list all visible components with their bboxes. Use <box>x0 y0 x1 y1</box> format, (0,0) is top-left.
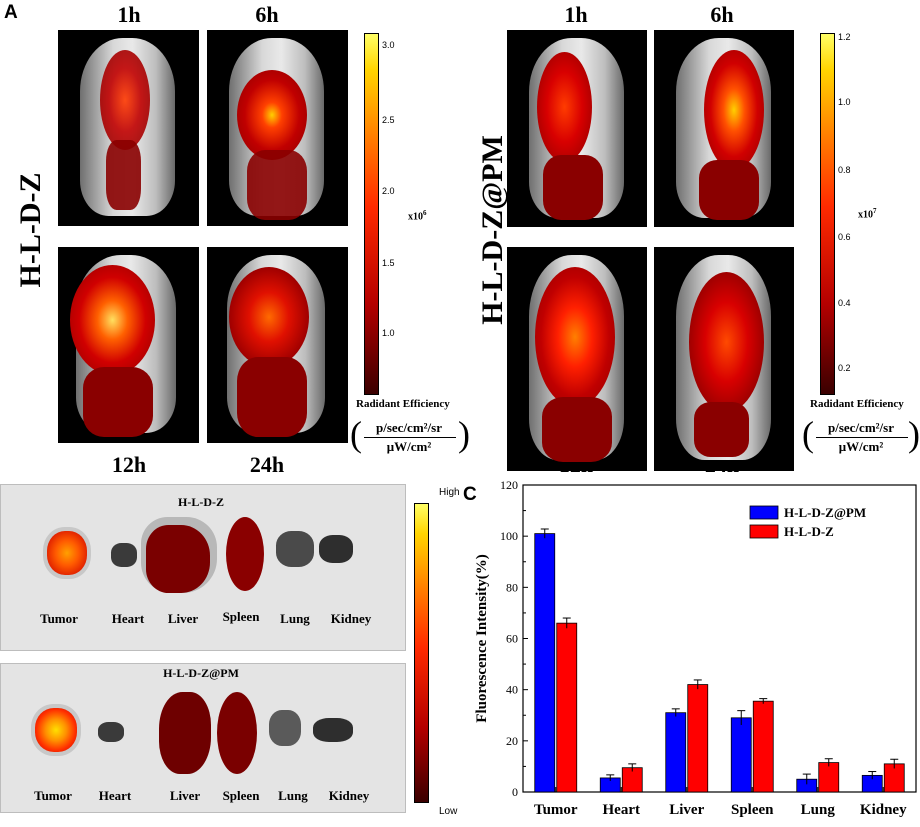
organ-label: Heart <box>111 611 145 626</box>
mouse-image-hldzpm-1h <box>507 30 647 227</box>
legend-swatch <box>749 524 779 539</box>
organ-label: Lung <box>278 788 308 803</box>
legend-label: H-L-D-Z <box>784 524 834 539</box>
bar-h-l-d-z-liver <box>687 684 709 793</box>
panel-a-letter: A <box>4 2 18 23</box>
colorbar-tick: 1.5 <box>382 258 395 268</box>
colorbar-unit-hldzpm: ( p/sec/cm²/sr μW/cm² ) <box>802 414 920 454</box>
colorbar-tick: 2.5 <box>382 115 395 125</box>
bar-h-l-d-z-pm-spleen <box>730 717 752 793</box>
mouse-image-hldzpm-24h <box>654 247 794 471</box>
organ-panel-hldzpm: H-L-D-Z@PM Tumor Heart Liver Spleen Lung… <box>0 663 406 813</box>
x-tick-label: Tumor <box>534 802 578 818</box>
time-label-6h-right: 6h <box>710 2 734 27</box>
row-label-hldz: H-L-D-Z <box>14 172 47 288</box>
colorbar-tick: 2.0 <box>382 186 395 196</box>
colorbar-tick: 3.0 <box>382 40 395 50</box>
mouse-image-hldzpm-6h <box>654 30 794 227</box>
mouse-image-hldz-1h <box>58 30 199 226</box>
colorbar-organs <box>414 503 429 803</box>
y-tick-label: 20 <box>506 734 518 748</box>
bar-h-l-d-z-pm-tumor <box>534 533 556 793</box>
organ-label: Liver <box>169 788 201 803</box>
time-label-1h-right: 1h <box>564 2 588 27</box>
organ-label: Kidney <box>328 788 370 803</box>
x-tick-label: Spleen <box>731 802 774 818</box>
row-label-hldz-pm: H-L-D-Z@PM <box>476 135 509 325</box>
organ-label: Lung <box>280 611 310 626</box>
bar-h-l-d-z-spleen <box>752 700 774 793</box>
organ-label: Tumor <box>40 611 78 626</box>
y-tick-label: 60 <box>506 632 518 646</box>
x-tick-label: Heart <box>603 802 640 818</box>
scale-low-label: Low <box>439 806 458 817</box>
colorbar-unit-hldz: ( p/sec/cm²/sr μW/cm² ) <box>350 414 470 454</box>
mouse-image-hldzpm-12h <box>507 247 647 471</box>
bar-h-l-d-z-tumor <box>556 622 578 793</box>
time-label-1h-left: 1h <box>117 2 141 27</box>
organ-panel-title: H-L-D-Z@PM <box>163 666 239 680</box>
plot-frame <box>522 484 917 793</box>
mouse-image-hldz-6h <box>207 30 348 226</box>
colorbar-multiplier-hldz: x106 <box>408 209 427 223</box>
y-tick-label: 120 <box>500 478 518 492</box>
y-tick-label: 80 <box>506 580 518 594</box>
bar-h-l-d-z-lung <box>818 762 840 793</box>
organ-label: Tumor <box>34 788 72 803</box>
colorbar-title-hldz: Radidant Efficiency <box>356 398 450 410</box>
bar-chart: 0 20 40 60 80 100 120 Fluorescence Intensity(%)… <box>474 478 917 818</box>
time-label-6h-left: 6h <box>255 2 279 27</box>
colorbar-title-hldzpm: Radidant Efficiency <box>810 398 904 410</box>
colorbar-tick: 0.4 <box>838 298 851 308</box>
y-tick-label: 100 <box>500 529 518 543</box>
x-tick-label: Lung <box>801 802 836 818</box>
colorbar-tick: 1.2 <box>838 32 851 42</box>
organ-label: Spleen <box>222 788 260 803</box>
time-label-12h-left: 12h <box>111 452 147 477</box>
x-tick-label: Liver <box>669 802 704 818</box>
x-tick-label: Kidney <box>860 802 907 818</box>
organ-label: Liver <box>167 611 199 626</box>
colorbar-multiplier-hldzpm: x107 <box>858 207 877 221</box>
organ-panel-hldz: H-L-D-Z Tumor Heart Liver Spleen Lung Ki… <box>0 484 406 651</box>
mouse-image-hldz-12h <box>58 247 199 443</box>
scale-high-label: High <box>439 487 460 498</box>
legend-label: H-L-D-Z@PM <box>784 505 866 520</box>
organ-panel-title: H-L-D-Z <box>178 495 224 509</box>
colorbar-tick: 1.0 <box>382 328 395 338</box>
bar-h-l-d-z-pm-liver <box>665 712 687 793</box>
mouse-image-hldz-24h <box>207 247 348 443</box>
legend-swatch <box>749 505 779 520</box>
colorbar-tick: 0.8 <box>838 165 851 175</box>
y-tick-label: 40 <box>506 683 518 697</box>
time-label-24h-left: 24h <box>249 452 285 477</box>
colorbar-tick: 0.2 <box>838 363 851 373</box>
organ-label: Spleen <box>222 609 260 624</box>
y-tick-label: 0 <box>512 785 518 799</box>
panel-c-letter: C <box>463 484 477 505</box>
colorbar-hldzpm <box>820 33 835 395</box>
colorbar-tick: 0.6 <box>838 232 851 242</box>
organ-label: Heart <box>98 788 132 803</box>
colorbar-hldz <box>364 33 379 395</box>
organ-label: Kidney <box>330 611 372 626</box>
y-axis-label: Fluorescence Intensity(%) <box>474 554 490 722</box>
colorbar-tick: 1.0 <box>838 97 851 107</box>
